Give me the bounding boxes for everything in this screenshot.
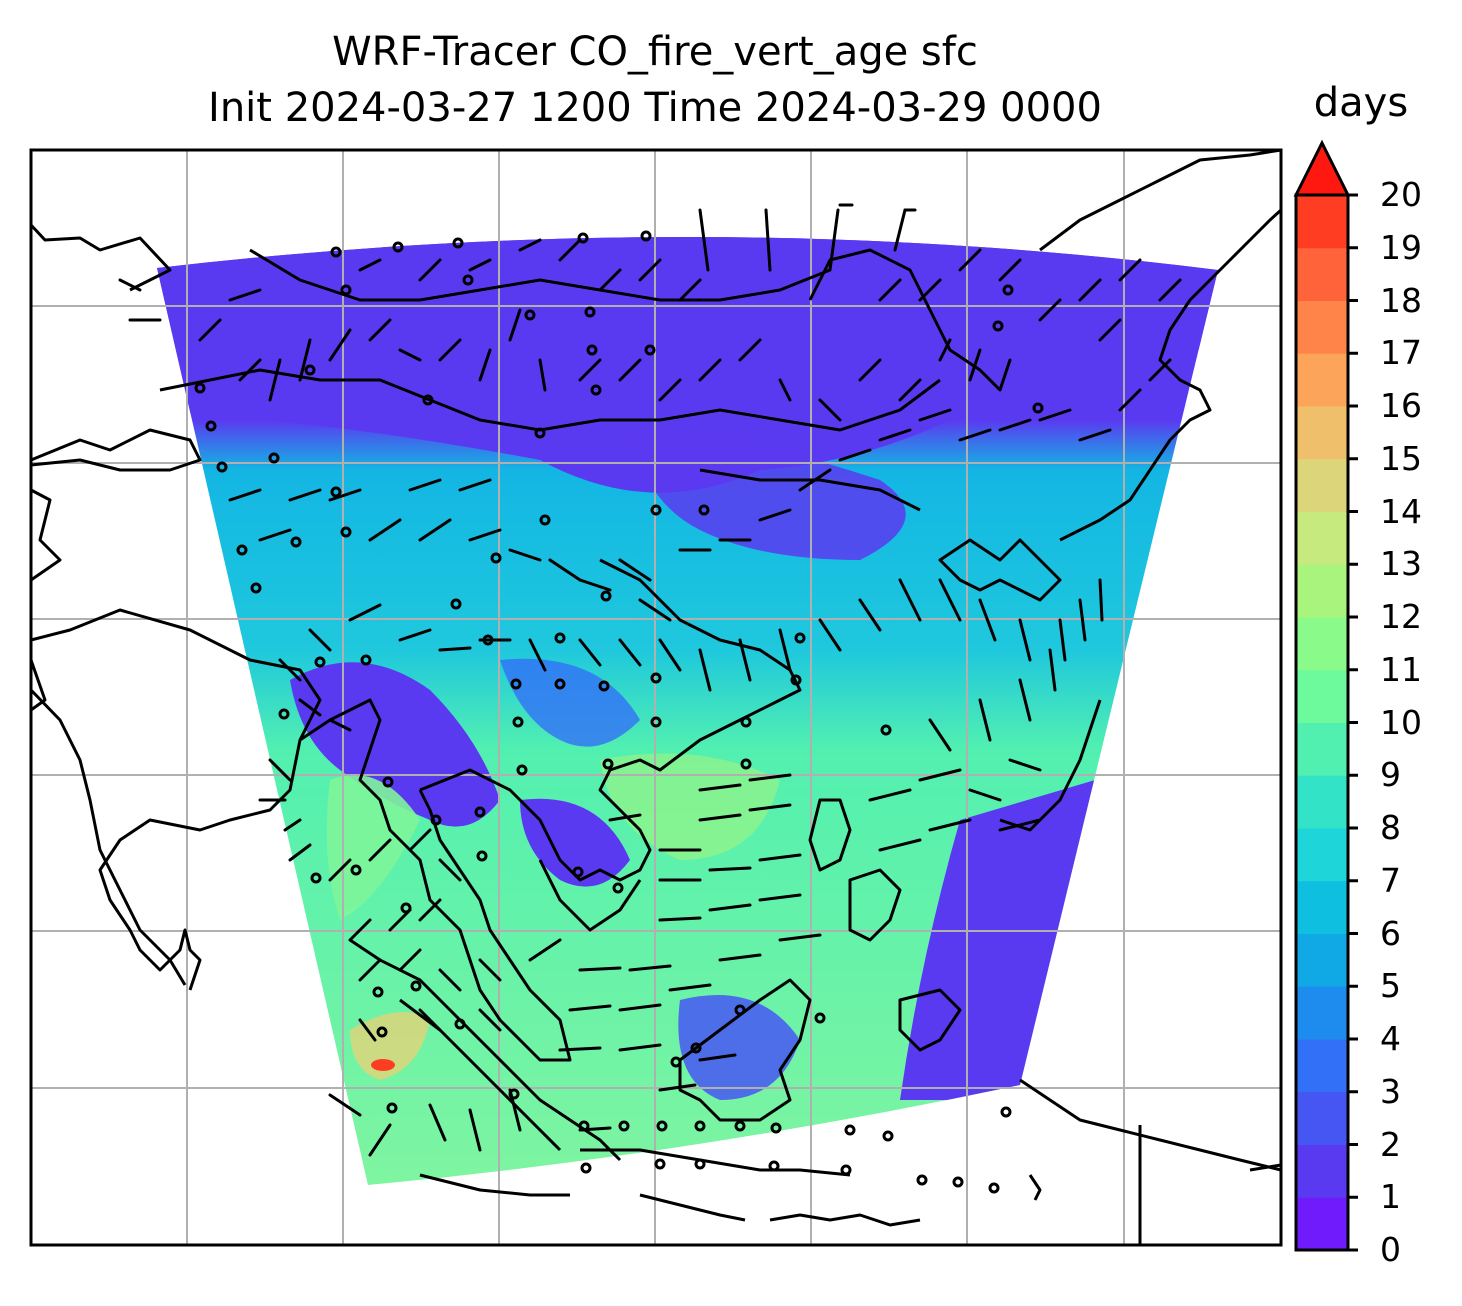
colorbar-segment <box>1296 1091 1348 1145</box>
field-region-scs-green <box>600 753 780 860</box>
field-region-north-young <box>157 236 1218 493</box>
map-title-line2: Init 2024-03-27 1200 Time 2024-03-29 000… <box>208 85 1102 131</box>
station-markers <box>194 230 1044 1194</box>
field-region-sumatra-old <box>350 1012 430 1080</box>
colorbar-tick-label: 7 <box>1380 860 1401 900</box>
field-region-borneo-young <box>678 995 800 1100</box>
colorbar-segment <box>1296 195 1348 249</box>
colorbar-tick-label: 18 <box>1380 280 1422 320</box>
colorbar-segment <box>1296 986 1348 1040</box>
field-region-cambodia-young <box>520 798 630 887</box>
colorbar-segment <box>1296 300 1348 354</box>
colorbar-tick-label: 9 <box>1380 755 1401 795</box>
field-region-thailand-young <box>500 658 640 747</box>
colorbar-segment <box>1296 511 1348 565</box>
colorbar-tick-label: 3 <box>1380 1071 1401 1111</box>
field-region-bay-green <box>326 775 420 920</box>
gridlines <box>31 150 1281 1245</box>
colorbar-segment <box>1296 617 1348 671</box>
colorbar-segment <box>1296 564 1348 618</box>
map-frame <box>29 148 1283 1247</box>
colorbar-tick-label: 15 <box>1380 438 1422 478</box>
colorbar-tick-label: 6 <box>1380 913 1401 953</box>
wind-barbs <box>118 203 1182 1157</box>
colorbar-tick-label: 13 <box>1380 544 1422 584</box>
colorbar-extend-arrow <box>1293 139 1351 197</box>
colorbar-segment <box>1296 458 1348 512</box>
colorbar-tick-label: 2 <box>1380 1124 1401 1164</box>
field-region-china-young <box>630 420 906 560</box>
colorbar-tick-label: 17 <box>1380 333 1422 373</box>
colorbar-segment <box>1296 1039 1348 1093</box>
colorbar-segment <box>1296 247 1348 301</box>
field-region-sumatra-peak <box>371 1059 395 1071</box>
colorbar-tick-label: 5 <box>1380 966 1401 1006</box>
colorbar-segment <box>1296 353 1348 407</box>
colorbar-segment <box>1296 406 1348 460</box>
colorbar-segment <box>1296 1197 1348 1251</box>
map-title-line1: WRF-Tracer CO_fire_vert_age sfc <box>332 29 978 75</box>
colorbar-tick-label: 14 <box>1380 491 1422 531</box>
colorbar-tick-label: 8 <box>1380 808 1401 847</box>
colorbar-segments <box>1296 195 1348 1251</box>
colorbar-tick-label: 19 <box>1380 227 1422 267</box>
colorbar-segment <box>1296 722 1348 776</box>
colorbar-segment <box>1296 669 1348 723</box>
colorbar-segment <box>1296 880 1348 934</box>
colorbar-tick-label: 1 <box>1380 1177 1401 1217</box>
colorbar-segment <box>1296 775 1348 829</box>
colorbar-tick-label: 16 <box>1380 386 1422 425</box>
colorbar-tick-label: 12 <box>1380 597 1422 636</box>
colorbar-tick-label: 20 <box>1380 175 1422 214</box>
colorbar-segment <box>1296 933 1348 987</box>
colorbar-tick-label: 0 <box>1380 1230 1401 1269</box>
colorbar-tick-label: 4 <box>1380 1019 1401 1058</box>
colorbar-units-label: days <box>1313 80 1409 126</box>
colorbar-tick-label: 10 <box>1380 702 1422 742</box>
colorbar-tick-marks <box>1348 193 1358 1252</box>
colorbar-segment <box>1296 828 1348 882</box>
colorbar-segment <box>1296 1144 1348 1198</box>
colorbar-tick-label: 11 <box>1380 649 1422 689</box>
